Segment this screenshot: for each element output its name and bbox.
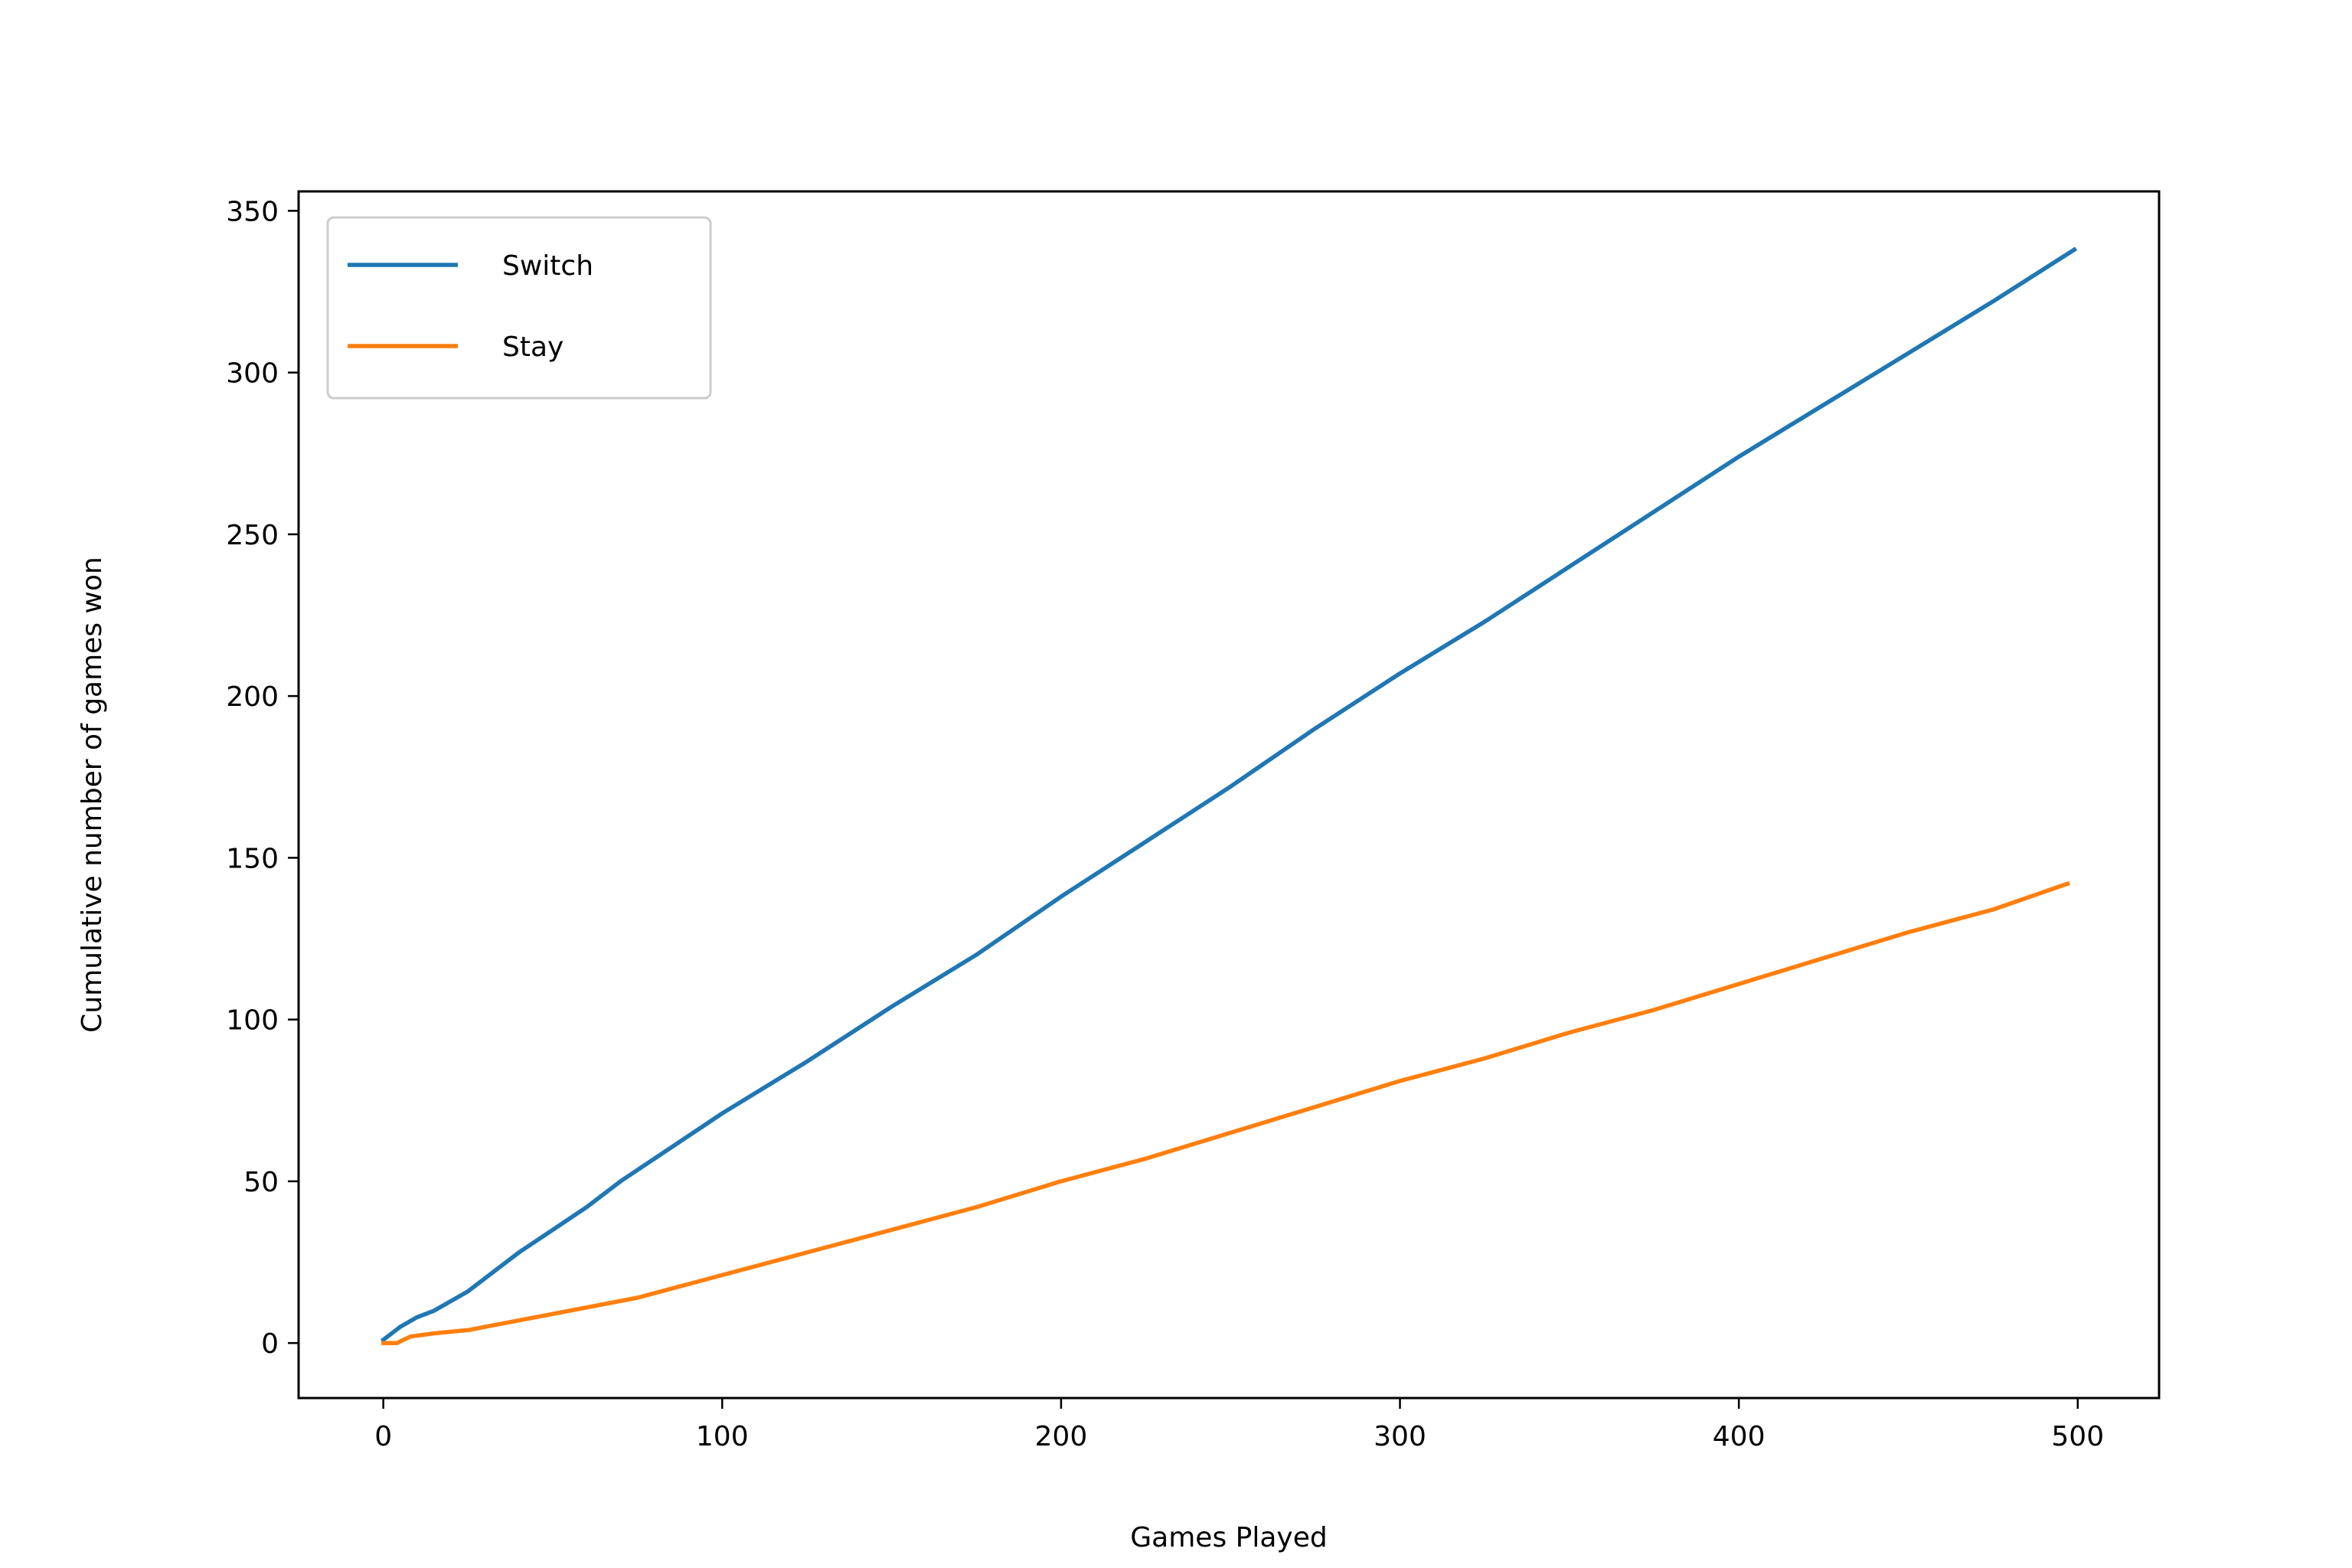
- y-tick-label: 100: [226, 1005, 279, 1037]
- y-tick-label: 200: [226, 681, 279, 713]
- legend-box: [326, 216, 712, 400]
- series-line-stay: [381, 880, 2070, 1345]
- legend-label-switch: Switch: [502, 250, 593, 282]
- x-tick-label: 0: [374, 1421, 392, 1452]
- x-tick-label: 500: [2051, 1421, 2104, 1452]
- y-axis-title: Cumulative number of games won: [77, 557, 108, 1033]
- y-tick-label: 300: [226, 358, 279, 390]
- x-axis-ticks: 0 100 200 300 400 500: [374, 1398, 2104, 1452]
- series-line-switch: [380, 247, 2078, 1343]
- x-axis-title: Games Played: [1130, 1522, 1327, 1553]
- legend-label-stay: Stay: [502, 332, 564, 363]
- x-tick-label: 100: [696, 1421, 749, 1452]
- y-tick-label: 150: [226, 843, 279, 874]
- legend: Switch Stay: [326, 216, 712, 400]
- y-axis-ticks: 0 50 100 150 200 250 300 350: [226, 196, 299, 1360]
- x-tick-label: 400: [1713, 1421, 1766, 1452]
- x-tick-label: 200: [1035, 1421, 1088, 1452]
- y-tick-label: 250: [226, 520, 279, 551]
- x-tick-label: 300: [1374, 1421, 1426, 1452]
- plot-frame: [297, 190, 2161, 1400]
- y-tick-label: 350: [226, 196, 279, 227]
- y-tick-label: 50: [243, 1167, 279, 1198]
- series-layer: [380, 247, 2078, 1345]
- y-tick-label: 0: [261, 1328, 279, 1360]
